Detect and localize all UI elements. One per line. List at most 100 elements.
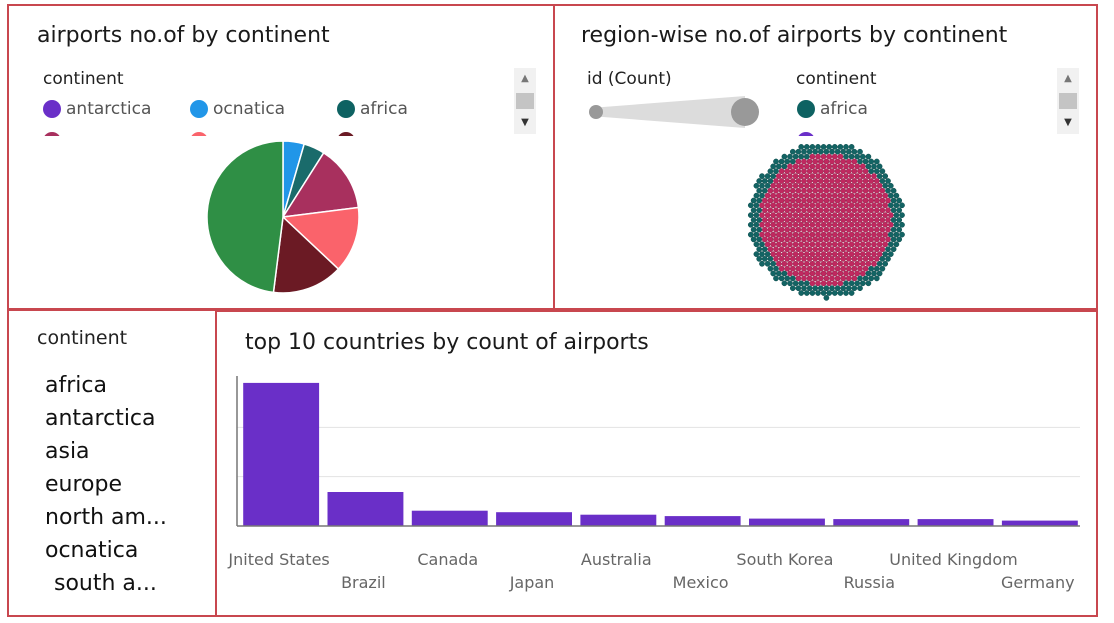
scroll-up-icon[interactable]: ▲ [1064,73,1072,84]
bar-mexico[interactable] [664,516,741,526]
bubble-outer [756,197,763,204]
filter-item-north-america[interactable]: north am... [45,505,167,530]
filter-item-africa[interactable]: africa [45,373,107,398]
bar-chart-panel: top 10 countries by count of airports Jn… [215,310,1098,617]
scroll-thumb[interactable] [516,93,534,109]
pie-slice-1[interactable] [282,143,325,218]
bubble-inner [784,207,791,214]
bubble-inner [764,202,771,209]
bar-united-kingdom[interactable] [917,519,994,526]
bubble-inner [803,163,810,170]
bubble-inner [820,182,827,189]
bubble-outer [770,260,777,267]
bubble-inner [879,246,886,253]
bubble-inner [829,236,835,243]
bubble-outer [795,285,802,292]
bubble-inner [823,158,830,165]
bubble-inner [801,256,807,262]
bubble-inner [829,265,835,272]
bubble-outer [781,153,788,160]
filter-item-europe[interactable]: europe [45,472,122,497]
bubble-inner [803,192,810,199]
bubble-inner [784,256,791,262]
bar-united-states[interactable] [243,382,320,526]
legend-swatch-cut [337,132,355,136]
bubble-inner [840,168,847,175]
legend-scrollbar[interactable]: ▲ ▼ [1057,68,1079,134]
bubble-inner [859,173,866,179]
bubble-inner [829,187,835,194]
bar-japan[interactable] [496,512,572,526]
bubble-inner [871,192,877,199]
bubble-outer [882,260,889,267]
bubble-inner [843,202,849,209]
bubble-inner [854,192,861,199]
bubble-outer [865,153,872,160]
bubble-inner [775,192,782,199]
legend-item-africa[interactable]: africa [797,99,868,119]
bubble-inner [859,260,866,267]
bubble-inner [845,187,852,194]
bubble-outer [876,163,883,170]
bubble-inner [820,270,827,277]
pie-slice-0[interactable] [282,140,306,218]
legend-item-africa[interactable]: africa [337,99,408,119]
pie-slice-5[interactable] [206,140,284,294]
bubble-outer [747,221,754,228]
bubble-inner [829,246,835,253]
bubble-inner [840,178,847,184]
bubble-inner [885,226,891,233]
bar-australia[interactable] [580,514,657,526]
bubble-inner [767,246,774,253]
legend-item-ocnatica[interactable]: ocnatica [190,99,285,119]
scroll-thumb[interactable] [1059,93,1077,109]
scroll-down-icon[interactable]: ▼ [521,117,529,128]
bubble-outer [829,285,835,292]
bubble-outer [893,231,900,238]
bubble-inner [809,153,816,160]
legend-item-antarctica[interactable]: antarctica [43,99,151,119]
bubble-inner [837,251,844,257]
bubble-inner [775,202,782,209]
bubble-inner [826,173,833,179]
pie-slice-2[interactable] [281,151,360,218]
bubble-inner [792,192,799,199]
bubble-inner [862,265,869,272]
pie-slice-3[interactable] [281,206,360,271]
bubble-inner [829,226,835,233]
bubble-inner [831,153,838,160]
scroll-down-icon[interactable]: ▼ [1064,117,1072,128]
bubble-outer [865,270,872,277]
scroll-up-icon[interactable]: ▲ [521,73,529,84]
bubble-inner [868,246,875,253]
bar-south-korea[interactable] [749,518,825,526]
filter-item-antarctica[interactable]: antarctica [45,406,156,431]
bubble-outer [775,163,782,170]
bubble-inner [837,280,844,287]
filter-item-asia[interactable]: asia [45,439,90,464]
bubble-inner [834,256,841,262]
bubble-inner [795,246,802,253]
bar-canada[interactable] [411,510,488,526]
pie-slice-4[interactable] [272,215,340,294]
bubble-inner [823,226,830,233]
bubble-outer [857,148,863,155]
bubble-outer [893,221,900,228]
bubble-inner [787,270,793,277]
bubble-inner [792,231,799,238]
bubble-inner [845,158,852,165]
bubble-inner [876,221,883,228]
bubble-inner [787,192,793,199]
bubble-inner [848,182,855,189]
bubble-outer [896,197,903,204]
bar-brazil[interactable] [327,492,404,526]
bubble-inner [865,260,872,267]
filter-item-south-america[interactable]: south a... [54,571,157,596]
bubble-inner [879,217,886,223]
filter-item-ocnatica[interactable]: ocnatica [45,538,139,563]
legend-scrollbar[interactable]: ▲ ▼ [514,68,536,134]
bubble-inner [806,158,813,165]
bubble-inner [820,231,827,238]
bar-germany[interactable] [1001,520,1078,526]
bar-russia[interactable] [833,519,910,526]
